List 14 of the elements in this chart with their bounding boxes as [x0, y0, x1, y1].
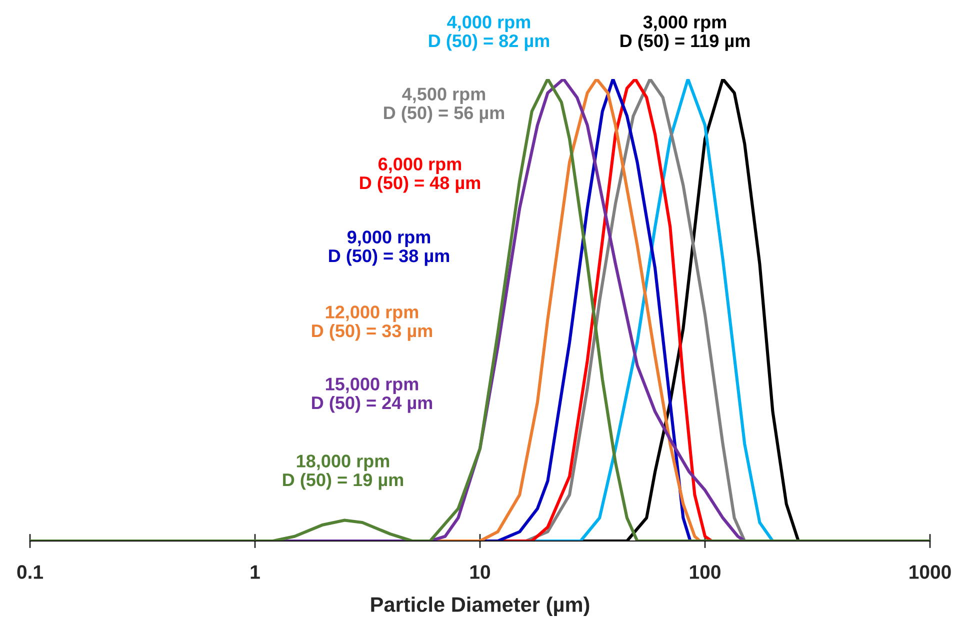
text: 18,000 rpm D (50) = 19 µm	[283, 454, 404, 490]
text: 4,500 rpm D (50) = 56 µm	[384, 88, 504, 123]
text: 3,000 rpm D (50) = 119 µm	[620, 16, 750, 51]
x-tick-label: 10	[470, 565, 490, 579]
x-tick-label: 1000	[910, 565, 951, 579]
x-tick-label: 0.1	[17, 565, 43, 579]
x-axis-title: Particle Diameter (µm)	[371, 596, 590, 616]
text: 9,000 rpm D (50) = 38 µm	[329, 230, 450, 266]
text: 6,000 rpm D (50) = 48 µm	[360, 158, 480, 193]
x-tick-label: 1	[250, 565, 260, 579]
text: 15,000 rpm D (50) = 24 µm	[312, 378, 432, 413]
text: 4,000 rpm D (50) = 82 µm	[429, 16, 550, 51]
text: 12,000 rpm D (50) = 33 µm	[312, 306, 432, 341]
x-tick-label: 100	[690, 565, 720, 579]
